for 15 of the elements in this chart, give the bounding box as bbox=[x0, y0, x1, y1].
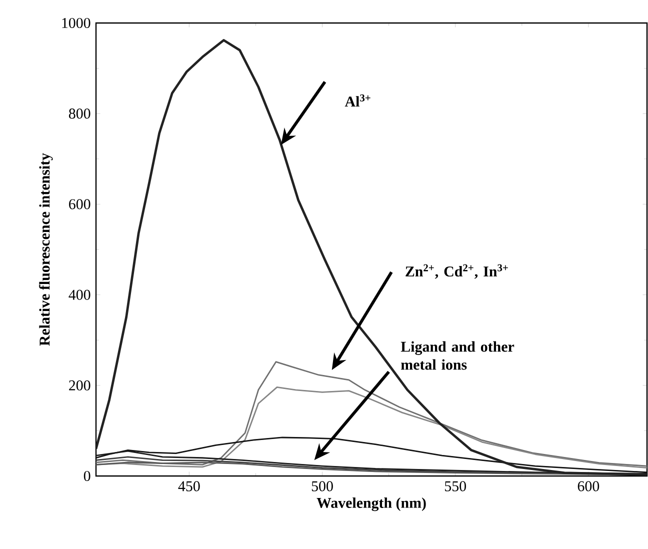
y-axis-title: Relative fluorescence intensity bbox=[39, 153, 53, 346]
y-tick-label: 600 bbox=[69, 199, 90, 210]
x-tick-label: 500 bbox=[312, 481, 333, 492]
x-axis-title: Wavelength (nm) bbox=[316, 497, 426, 512]
y-tick-label: 400 bbox=[68, 290, 90, 300]
y-tick-label: 800 bbox=[68, 108, 90, 119]
annotation: Zn$^{2+}$, Cd$^{2+}$, In$^{3+}$ bbox=[406, 264, 508, 279]
y-tick-label: 200 bbox=[69, 380, 90, 390]
y-tick-label: 1000 bbox=[62, 18, 90, 28]
x-tick-label: 550 bbox=[445, 481, 466, 492]
x-tick-label: 450 bbox=[178, 481, 200, 492]
annotation: Al$^{3+}$ bbox=[344, 94, 370, 107]
y-tick-label: 0 bbox=[84, 470, 90, 482]
x-tick-label: 600 bbox=[578, 481, 600, 492]
annotation: Ligand and other metal ions bbox=[400, 341, 514, 370]
